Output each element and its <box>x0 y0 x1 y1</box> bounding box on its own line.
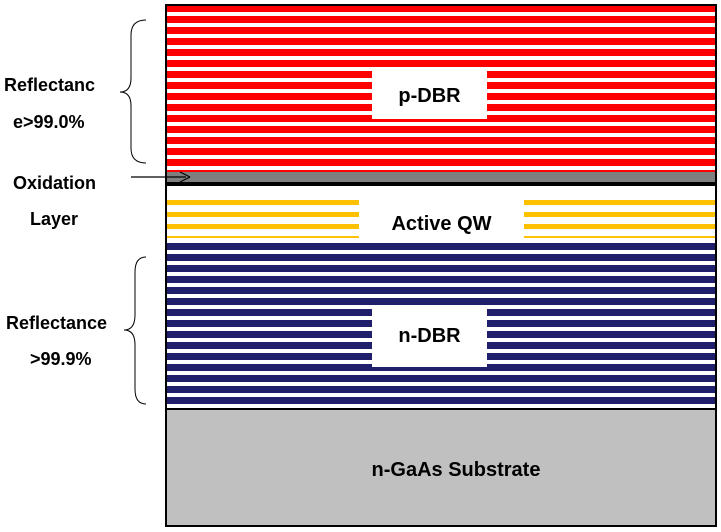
p-dbr-stripe <box>166 38 716 45</box>
n-dbr-stripe <box>166 265 716 272</box>
oxidation-layer-border <box>166 182 716 186</box>
p-dbr-stripe <box>166 159 716 166</box>
n-dbr-stripe <box>166 375 716 382</box>
p-dbr-stripe <box>166 5 716 12</box>
n-dbr-stripe <box>166 276 716 283</box>
p-dbr-stripe <box>166 137 716 144</box>
oxidation-arrow-head <box>179 171 191 183</box>
reflectance-top-line2: e>99.0% <box>13 112 85 132</box>
p-dbr-label: p-DBR <box>398 84 461 107</box>
n-dbr-stripe <box>166 298 716 305</box>
n-dbr-stripe <box>166 254 716 261</box>
p-dbr-stripe <box>166 16 716 23</box>
n-dbr-stripe <box>166 386 716 393</box>
p-dbr-label-box <box>372 67 487 119</box>
n-dbr-stripe <box>166 287 716 294</box>
reflectance-bottom-line2: >99.9% <box>30 349 92 369</box>
brace-bottom <box>123 256 147 405</box>
oxidation-layer <box>166 172 716 182</box>
p-dbr-stripe <box>166 49 716 56</box>
n-dbr-stripe <box>166 243 716 250</box>
oxidation-label-line1: Oxidation <box>13 173 97 193</box>
substrate-label: n-GaAs Substrate <box>371 458 541 481</box>
n-dbr-label: n-DBR <box>398 324 461 347</box>
reflectance-bottom-line1: Reflectance <box>6 313 108 333</box>
p-dbr-stripe <box>166 126 716 133</box>
p-dbr-stripe <box>166 148 716 155</box>
n-dbr-label-box <box>372 306 487 367</box>
substrate-layer <box>165 408 717 527</box>
p-dbr-stripe <box>166 170 716 172</box>
brace-top <box>119 19 147 164</box>
p-dbr-stripe <box>166 60 716 67</box>
oxidation-label-line2: Layer <box>30 209 79 229</box>
stack-outline <box>165 4 717 527</box>
n-dbr-stripe <box>166 364 716 371</box>
active-qw-label-box <box>359 190 524 242</box>
p-dbr-stripe <box>166 27 716 34</box>
active-qw-label: Active QW <box>391 212 492 235</box>
n-dbr-stripe <box>166 397 716 404</box>
reflectance-top-line1: Reflectanc <box>4 75 96 95</box>
